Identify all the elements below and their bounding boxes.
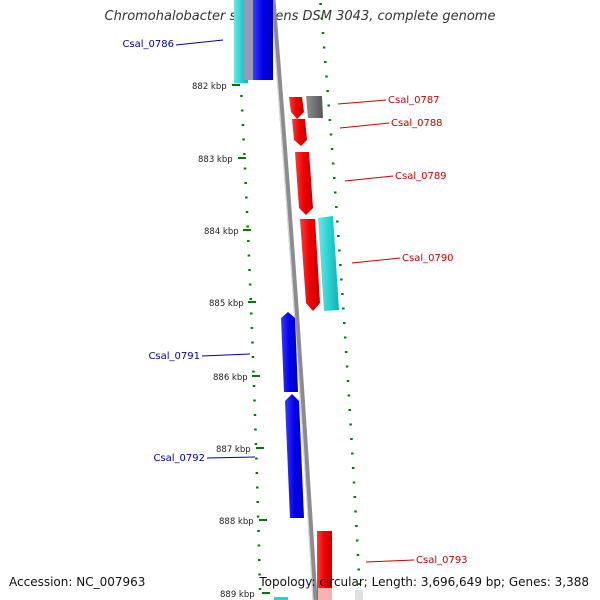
ruler-ticks-left	[240, 95, 262, 590]
feature-cyan-bottom	[274, 597, 288, 600]
gene-label-csal-0792: Csal_0792	[153, 453, 205, 464]
leader-csal-0790	[351, 257, 401, 264]
ruler-major-ticks	[232, 84, 270, 594]
gene-label-csal-0787: Csal_0787	[388, 95, 440, 106]
gene-csal-0791	[281, 312, 298, 392]
ruler-label-889: 889 kbp	[220, 590, 255, 600]
gene-csal-0793	[317, 531, 332, 600]
gene-label-csal-0791: Csal_0791	[148, 351, 200, 362]
gene-gray-0787	[306, 96, 323, 118]
topology-text: Topology: circular; Length: 3,696,649 bp…	[259, 575, 589, 589]
accession-text: Accession: NC_007963	[9, 575, 146, 589]
gene-label-csal-0788: Csal_0788	[391, 118, 443, 129]
ruler-label-888: 888 kbp	[219, 517, 254, 527]
leader-csal-0788	[339, 122, 390, 129]
genome-backbone	[270, 0, 318, 600]
feature-gray-top	[244, 0, 254, 80]
ruler-label-885: 885 kbp	[209, 299, 244, 309]
leader-csal-0786	[175, 39, 224, 46]
leader-csal-0787	[337, 99, 387, 105]
genome-backbone-highlight	[270, 0, 314, 600]
gene-csal-0790	[300, 219, 320, 311]
feature-bottom-small	[355, 590, 363, 600]
leader-csal-0793	[365, 559, 415, 563]
gene-label-csal-0793: Csal_0793	[416, 555, 468, 566]
ruler-label-884: 884 kbp	[204, 227, 239, 237]
gene-csal-0792	[285, 394, 304, 518]
gene-csal-0788	[292, 119, 307, 146]
ruler-label-887: 887 kbp	[216, 445, 251, 455]
ruler-label-886: 886 kbp	[213, 373, 248, 383]
ruler-ticks-right	[319, 3, 361, 585]
leader-csal-0791	[201, 353, 251, 357]
gene-label-csal-0789: Csal_0789	[395, 171, 447, 182]
feature-cyan-0790	[318, 216, 339, 311]
ruler-label-883: 883 kbp	[198, 155, 233, 165]
gene-csal-0789	[295, 152, 313, 215]
gene-label-csal-0790: Csal_0790	[402, 253, 454, 264]
feature-blue-top	[253, 0, 273, 80]
ruler-label-882: 882 kbp	[192, 82, 227, 92]
gene-label-csal-0786: Csal_0786	[122, 39, 174, 50]
map-title: Chromohalobacter salexigens DSM 3043, co…	[104, 9, 496, 24]
gene-csal-0787	[289, 97, 304, 119]
feature-pink-0793	[318, 588, 332, 600]
leader-csal-0789	[344, 175, 394, 182]
leader-csal-0792	[206, 456, 256, 459]
